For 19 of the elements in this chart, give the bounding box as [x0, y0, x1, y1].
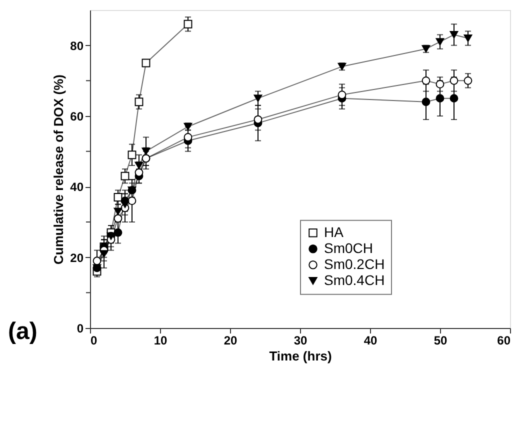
y-tick-label: 60 — [70, 110, 84, 124]
y-tick-label: 40 — [70, 180, 84, 194]
x-tick-label: 40 — [364, 334, 378, 348]
x-tick-label: 60 — [497, 334, 511, 348]
legend-label: Sm0.2CH — [324, 256, 385, 272]
y-tick-label: 0 — [76, 322, 84, 336]
x-tick-label: 10 — [154, 334, 168, 348]
x-tick-label: 30 — [294, 334, 308, 348]
legend-label: HA — [324, 224, 344, 240]
x-tick-label: 50 — [434, 334, 448, 348]
x-axis-title: Time (hrs) — [269, 348, 332, 364]
y-tick-label: 80 — [70, 38, 84, 53]
x-tick-label: 0 — [90, 334, 98, 348]
text: (a) — [8, 318, 38, 345]
y-axis-title: Cumulative release of DOX (%) — [51, 74, 66, 264]
legend-label: Sm0.4CH — [324, 272, 385, 288]
x-tick-label: 20 — [224, 334, 238, 348]
legend-label: Sm0CH — [324, 240, 374, 256]
y-tick-label: 20 — [70, 250, 84, 265]
